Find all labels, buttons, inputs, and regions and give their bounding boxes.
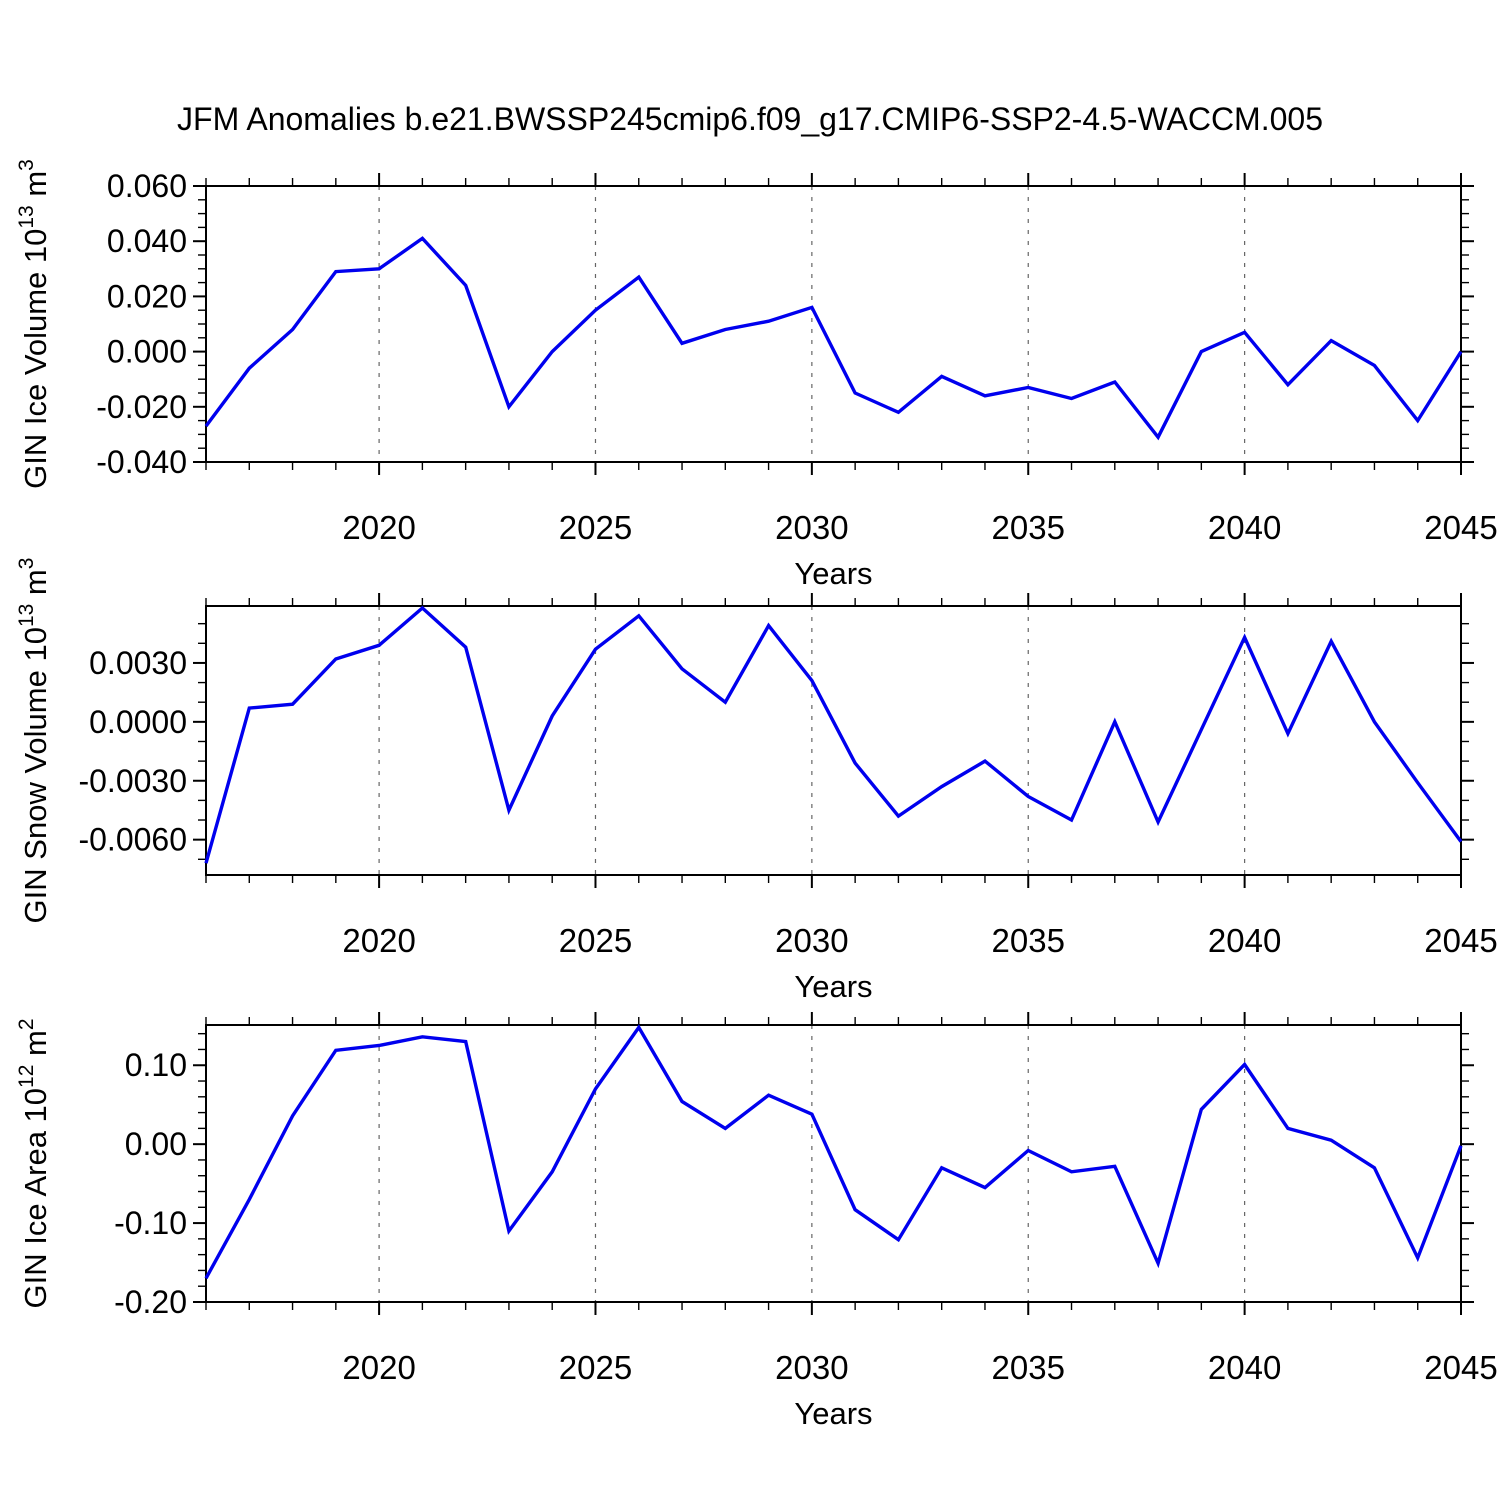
x-tick-label: 2025	[559, 1349, 632, 1386]
x-tick-label: 2040	[1208, 922, 1281, 959]
x-tick-label: 2035	[992, 509, 1065, 546]
ticks	[193, 173, 1474, 475]
y-tick-label: 0.0030	[89, 645, 187, 681]
figure-title: JFM Anomalies b.e21.BWSSP245cmip6.f09_g1…	[177, 101, 1323, 137]
plot-border	[205, 1024, 1462, 1303]
y-axis-title: GIN Snow Volume 1013 m3	[15, 558, 53, 924]
x-tick-label: 2025	[559, 509, 632, 546]
x-tick-labels: 2020 2025 2030 2035 2040 2045	[342, 509, 1497, 546]
x-tick-labels: 2020 2025 2030 2035 2040 2045	[342, 1349, 1497, 1386]
plot-border	[205, 185, 1462, 463]
x-tick-label: 2025	[559, 922, 632, 959]
y-tick-labels: 0.10 0.00 -0.10 -0.20	[114, 1047, 187, 1320]
y-tick-label: 0.040	[107, 223, 187, 259]
x-tick-label: 2045	[1424, 509, 1497, 546]
y-tick-label: -0.020	[96, 389, 187, 425]
x-tick-label: 2020	[342, 1349, 415, 1386]
x-tick-label: 2030	[775, 509, 848, 546]
gin-ice-volume-line	[204, 236, 1463, 441]
y-tick-label: 0.000	[107, 334, 187, 370]
ticks	[193, 593, 1474, 888]
gin-snow-volume-line	[204, 605, 1463, 864]
plot-border	[205, 605, 1462, 876]
x-tick-label: 2040	[1208, 509, 1281, 546]
x-tick-label: 2030	[775, 1349, 848, 1386]
x-tick-label: 2040	[1208, 1349, 1281, 1386]
x-tick-label: 2045	[1424, 922, 1497, 959]
y-axis-title: GIN Ice Area 1012 m2	[15, 1018, 53, 1308]
x-tick-label: 2030	[775, 922, 848, 959]
x-axis-title: Years	[794, 1396, 872, 1431]
x-tick-label: 2035	[992, 922, 1065, 959]
y-tick-label: -0.0030	[78, 763, 187, 799]
x-tick-label: 2020	[342, 509, 415, 546]
y-tick-label: -0.20	[114, 1284, 187, 1320]
x-tick-label: 2035	[992, 1349, 1065, 1386]
y-tick-labels: 0.060 0.040 0.020 0.000 -0.020 -0.040	[96, 168, 187, 480]
x-tick-label: 2045	[1424, 1349, 1497, 1386]
y-tick-label: -0.040	[96, 444, 187, 480]
panel-gin-ice-volume: 0.060 0.040 0.020 0.000 -0.020 -0.040 2020 2025…	[15, 159, 1498, 591]
y-tick-labels: 0.0030 0.0000 -0.0030 -0.0060	[78, 645, 187, 858]
x-axis-title: Years	[794, 556, 872, 591]
x-tick-labels: 2020 2025 2030 2035 2040 2045	[342, 922, 1497, 959]
y-tick-label: 0.0000	[89, 704, 187, 740]
y-tick-label: 0.020	[107, 278, 187, 314]
y-tick-label: 0.060	[107, 168, 187, 204]
gridlines	[378, 1025, 1246, 1302]
x-axis-title: Years	[794, 969, 872, 1004]
gridlines	[378, 186, 1246, 462]
y-tick-label: 0.10	[125, 1047, 187, 1083]
y-tick-label: 0.00	[125, 1126, 187, 1162]
ticks	[193, 1012, 1474, 1315]
y-tick-label: -0.10	[114, 1205, 187, 1241]
y-axis-title: GIN Ice Volume 1013 m3	[15, 159, 53, 489]
gridlines	[378, 606, 1246, 875]
gin-ice-area-line	[204, 1024, 1463, 1280]
y-tick-label: -0.0060	[78, 822, 187, 858]
x-tick-label: 2020	[342, 922, 415, 959]
